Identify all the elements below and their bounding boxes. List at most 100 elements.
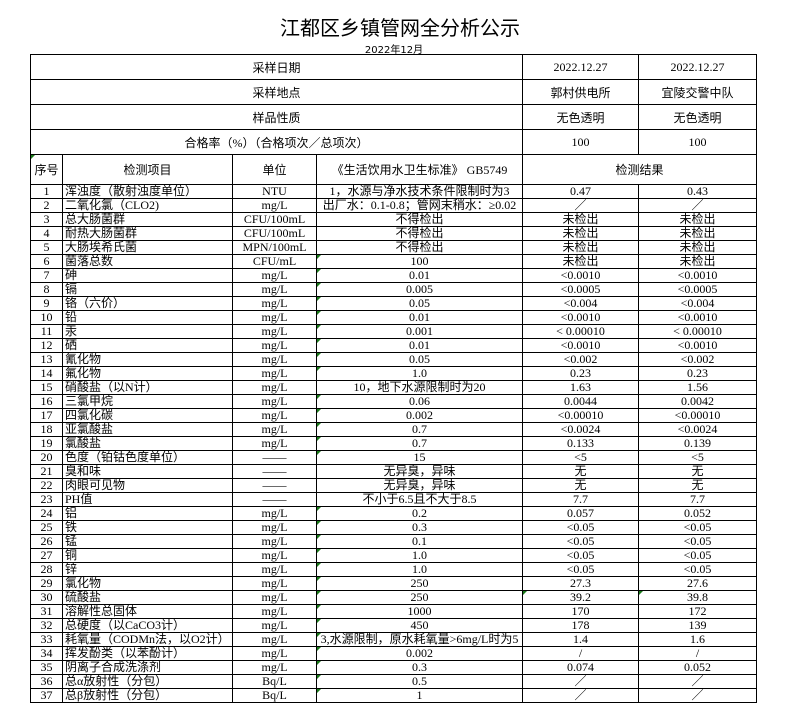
row-number: 37 <box>30 688 63 703</box>
meta-value: 郭村供电所 <box>522 79 640 105</box>
standard-limit: 不得检出 <box>315 226 524 241</box>
item-name: 硝酸盐（以N计） <box>62 380 233 395</box>
result-site-1: <0.05 <box>522 520 640 535</box>
result-site-1: 0.0044 <box>522 394 640 409</box>
standard-limit: 0.05 <box>315 296 524 311</box>
row-number: 9 <box>30 296 63 311</box>
water-quality-table: 采样日期 2022.12.27 2022.12.27 采样地点 郭村供电所 宜陵… <box>29 54 758 703</box>
unit: mg/L <box>232 394 317 409</box>
item-name: 耗氧量（CODMn法，以O2计） <box>62 632 233 647</box>
standard-limit: 15 <box>315 450 524 465</box>
result-site-2: 0.43 <box>638 184 758 199</box>
result-site-2: <0.0024 <box>638 422 758 437</box>
row-number: 31 <box>30 604 63 619</box>
result-site-1: 0.074 <box>522 660 640 675</box>
item-name: 铁 <box>62 520 233 535</box>
standard-limit: 0.002 <box>315 646 524 661</box>
column-header-standard: 《生活饮用水卫生标准》 GB5749 <box>315 154 524 185</box>
unit: mg/L <box>232 520 317 535</box>
result-site-2: ／ <box>638 674 758 689</box>
table-row: 5 大肠埃希氏菌 MPN/100mL 不得检出 未检出 未检出 <box>30 240 758 255</box>
meta-value: 100 <box>638 129 758 155</box>
standard-limit: 0.001 <box>315 324 524 339</box>
result-site-2: ／ <box>638 688 758 703</box>
item-name: 四氯化碳 <box>62 408 233 423</box>
result-site-2: <5 <box>638 450 758 465</box>
standard-limit: 无异臭，异味 <box>315 464 524 479</box>
column-header-unit: 单位 <box>232 154 317 185</box>
result-site-2: 139 <box>638 618 758 633</box>
unit: mg/L <box>232 646 317 661</box>
row-number: 30 <box>30 590 63 605</box>
table-row: 29 氯化物 mg/L 250 27.3 27.6 <box>30 576 758 591</box>
item-name: 三氯甲烷 <box>62 394 233 409</box>
table-row: 33 耗氧量（CODMn法，以O2计） mg/L 3,水源限制，原水耗氧量>6mg/L… <box>30 632 758 647</box>
item-name: 铜 <box>62 548 233 563</box>
result-site-1: < 0.00010 <box>522 324 640 339</box>
table-row: 19 氯酸盐 mg/L 0.7 0.133 0.139 <box>30 436 758 451</box>
result-site-2: 无 <box>638 464 758 479</box>
result-site-2: 无 <box>638 478 758 493</box>
unit: mg/L <box>232 296 317 311</box>
standard-limit: 0.01 <box>315 338 524 353</box>
result-site-1: 7.7 <box>522 492 640 507</box>
result-site-2: <0.004 <box>638 296 758 311</box>
table-row: 1 浑浊度（散射浊度单位） NTU 1，水源与净水技术条件限制时为3 0.47 0.43 <box>30 184 758 199</box>
unit: mg/L <box>232 534 317 549</box>
unit: CFU/100mL <box>232 226 317 241</box>
result-site-2: <0.002 <box>638 352 758 367</box>
result-site-1: 无 <box>522 464 640 479</box>
result-site-1: 未检出 <box>522 212 640 227</box>
table-row: 28 锌 mg/L 1.0 <0.05 <0.05 <box>30 562 758 577</box>
result-site-2: 1.6 <box>638 632 758 647</box>
item-name: 锌 <box>62 562 233 577</box>
table-row: 32 总硬度（以CaCO3计） mg/L 450 178 139 <box>30 618 758 633</box>
table-row: 22 肉眼可见物 —— 无异臭，异味无无 <box>30 478 758 493</box>
standard-limit: 0.005 <box>315 282 524 297</box>
table-row: 34 挥发酚类（以苯酚计） mg/L 0.002// <box>30 646 758 661</box>
table-row: 23 PH值 —— 不小于6.5且不大于8.5 7.7 7.7 <box>30 492 758 507</box>
result-site-2: <0.05 <box>638 520 758 535</box>
meta-value: 100 <box>522 129 640 155</box>
meta-value: 宜陵交警中队 <box>638 79 758 105</box>
unit: mg/L <box>232 576 317 591</box>
result-site-2: <0.05 <box>638 548 758 563</box>
result-site-2: <0.0010 <box>638 338 758 353</box>
standard-limit: 无异臭，异味 <box>315 478 524 493</box>
result-site-2: 7.7 <box>638 492 758 507</box>
unit: —— <box>232 478 317 493</box>
unit: mg/L <box>232 562 317 577</box>
table-row: 35 阴离子合成洗涤剂 mg/L 0.3 0.074 0.052 <box>30 660 758 675</box>
result-site-1: ／ <box>522 198 640 213</box>
result-site-1: ／ <box>522 674 640 689</box>
row-number: 2 <box>30 198 63 213</box>
unit: mg/L <box>232 506 317 521</box>
column-header-item: 检测项目 <box>62 154 233 185</box>
row-number: 6 <box>30 254 63 269</box>
result-site-1: <0.05 <box>522 548 640 563</box>
meta-row-sampling-site: 采样地点 郭村供电所 宜陵交警中队 <box>29 79 758 105</box>
item-name: PH值 <box>62 492 233 507</box>
standard-limit: 0.01 <box>315 268 524 283</box>
row-number: 17 <box>30 408 63 423</box>
table-row: 37 总β放射性（分包） Bq/L 1 ／／ <box>30 688 758 703</box>
table-row: 18 亚氯酸盐 mg/L 0.7 <0.0024 <0.0024 <box>30 422 758 437</box>
result-site-1: ／ <box>522 688 640 703</box>
row-number: 12 <box>30 338 63 353</box>
item-name: 总大肠菌群 <box>62 212 233 227</box>
result-site-2: 0.139 <box>638 436 758 451</box>
result-site-1: <0.05 <box>522 534 640 549</box>
unit: CFU/mL <box>232 254 317 269</box>
item-name: 氯酸盐 <box>62 436 233 451</box>
item-name: 亚氯酸盐 <box>62 422 233 437</box>
standard-limit: 250 <box>315 576 524 591</box>
unit: MPN/100mL <box>232 240 317 255</box>
unit: NTU <box>232 184 317 199</box>
table-row: 4 耐热大肠菌群 CFU/100mL 不得检出 未检出 未检出 <box>30 226 758 241</box>
row-number: 27 <box>30 548 63 563</box>
row-number: 29 <box>30 576 63 591</box>
unit: Bq/L <box>232 674 317 689</box>
table-row: 26 锰 mg/L 0.1 <0.05 <0.05 <box>30 534 758 549</box>
standard-limit: 0.3 <box>315 660 524 675</box>
table-row: 10 铅 mg/L 0.01 <0.0010 <0.0010 <box>30 310 758 325</box>
